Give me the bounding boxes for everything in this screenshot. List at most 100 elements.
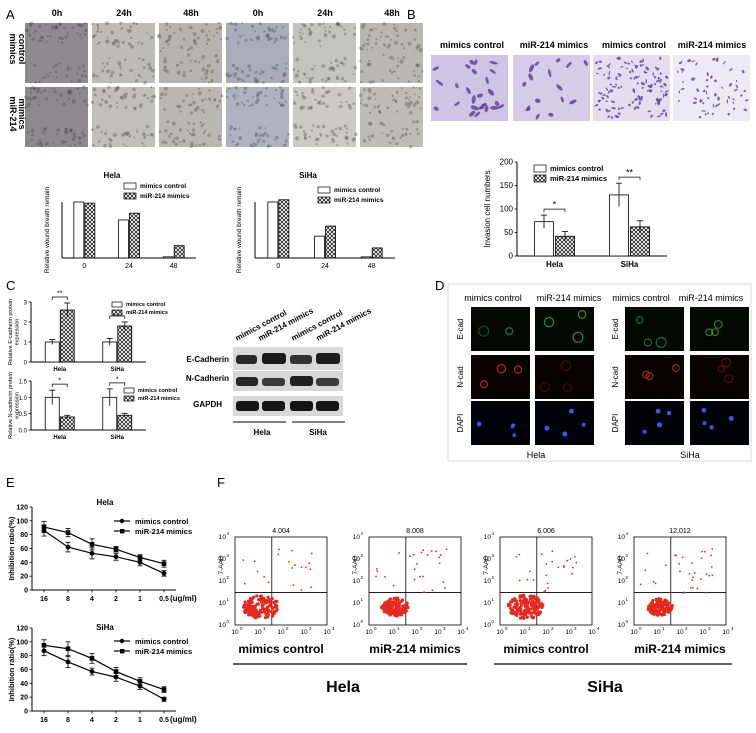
cell-speck	[115, 86, 120, 91]
cell-speck	[253, 77, 257, 81]
cell-speck	[274, 37, 278, 42]
panel-label-e: E	[6, 475, 15, 490]
cell-speck	[77, 23, 81, 27]
stained-cell	[702, 102, 705, 105]
d-header: mimics control	[464, 293, 522, 303]
cell-speck	[367, 34, 371, 38]
y-tick-exponent: 3	[227, 553, 230, 558]
cell-speck	[229, 134, 232, 137]
flow-event	[650, 601, 654, 605]
cell-speck	[297, 80, 302, 84]
cell-speck	[129, 28, 132, 32]
flow-event	[294, 564, 296, 567]
cell-speck	[78, 92, 81, 95]
stained-cell	[617, 112, 621, 115]
cell-speck	[205, 34, 209, 37]
stained-cell	[655, 336, 667, 348]
flow-event	[538, 611, 542, 615]
cell-speck	[282, 79, 285, 82]
cell-speck	[284, 143, 287, 147]
cell-speck	[328, 30, 332, 34]
cell-speck	[137, 73, 141, 77]
cell-speck	[29, 91, 32, 94]
cell-speck	[344, 135, 348, 139]
blot-group-label: SiHa	[309, 428, 327, 437]
cell-speck	[110, 70, 115, 75]
y-tick-label: 20	[20, 574, 28, 581]
stained-cell	[547, 69, 552, 78]
flow-event	[545, 563, 548, 565]
x-tick-label: 16	[40, 717, 48, 724]
legend-marker	[120, 529, 125, 534]
cell-speck	[257, 139, 260, 142]
y-tick-label: 10	[618, 600, 626, 607]
significance-bracket	[543, 208, 566, 213]
data-point	[65, 646, 71, 652]
cell-speck	[138, 104, 143, 109]
cell-speck	[215, 106, 219, 109]
flow-event	[525, 615, 529, 619]
stained-cell	[611, 86, 617, 88]
flow-event	[654, 582, 657, 585]
stained-cell	[732, 101, 735, 104]
x-tick-label: 0	[82, 263, 86, 270]
cell-speck	[218, 26, 223, 30]
cell-speck	[175, 63, 179, 67]
cell-speck	[263, 30, 266, 33]
cell-speck	[98, 41, 101, 44]
stained-cell	[743, 89, 746, 93]
cell-speck	[379, 35, 382, 38]
cell-speck	[136, 130, 139, 133]
cell-speck	[386, 106, 390, 110]
cell-speck	[404, 96, 408, 100]
nucleus	[709, 425, 714, 430]
stained-cell	[714, 79, 717, 83]
flow-event	[532, 594, 536, 598]
cell-speck	[243, 90, 247, 95]
y-tick-exponent: 2	[227, 575, 230, 580]
flow-event	[271, 614, 275, 618]
flow-event	[308, 562, 311, 565]
flow-event	[653, 603, 658, 607]
cell-speck	[30, 138, 34, 142]
stained-cell	[699, 99, 703, 103]
apoptosis-value: 6.006	[537, 528, 555, 535]
cell-speck	[304, 40, 306, 43]
cell-speck	[409, 100, 413, 104]
cell-speck	[58, 22, 63, 26]
y-tick-label: 1.0	[19, 396, 28, 402]
cell-speck	[248, 104, 251, 108]
significance-bracket	[51, 296, 68, 300]
stained-cell	[680, 68, 685, 71]
cell-speck	[384, 35, 388, 38]
cell-speck	[310, 90, 315, 94]
cell-speck	[265, 87, 268, 90]
flow-event	[274, 599, 278, 603]
nucleus	[562, 431, 568, 437]
stained-cell	[733, 88, 738, 92]
cell-speck	[204, 71, 208, 75]
flow-event	[512, 605, 516, 609]
stained-cell	[711, 328, 719, 337]
x-tick-label: 0	[276, 263, 280, 270]
stained-cell	[597, 67, 603, 70]
x-tick-exponent: 1	[528, 626, 531, 631]
x-tick-exponent: 4	[597, 626, 600, 631]
cell-speck	[84, 29, 87, 32]
cell-speck	[167, 34, 172, 39]
stained-cell	[617, 107, 620, 111]
flow-event	[384, 575, 386, 578]
cell-speck	[73, 143, 77, 147]
cell-speck	[192, 38, 197, 43]
cell-speck	[213, 34, 216, 38]
cell-speck	[205, 23, 208, 26]
cell-speck	[71, 137, 76, 142]
cell-speck	[353, 27, 356, 30]
cell-speck	[301, 94, 304, 98]
data-point	[161, 696, 167, 702]
cell-speck	[370, 122, 373, 125]
cell-speck	[315, 142, 318, 146]
cell-speck	[226, 90, 229, 93]
stained-cell	[644, 71, 648, 74]
cell-speck	[197, 91, 202, 96]
